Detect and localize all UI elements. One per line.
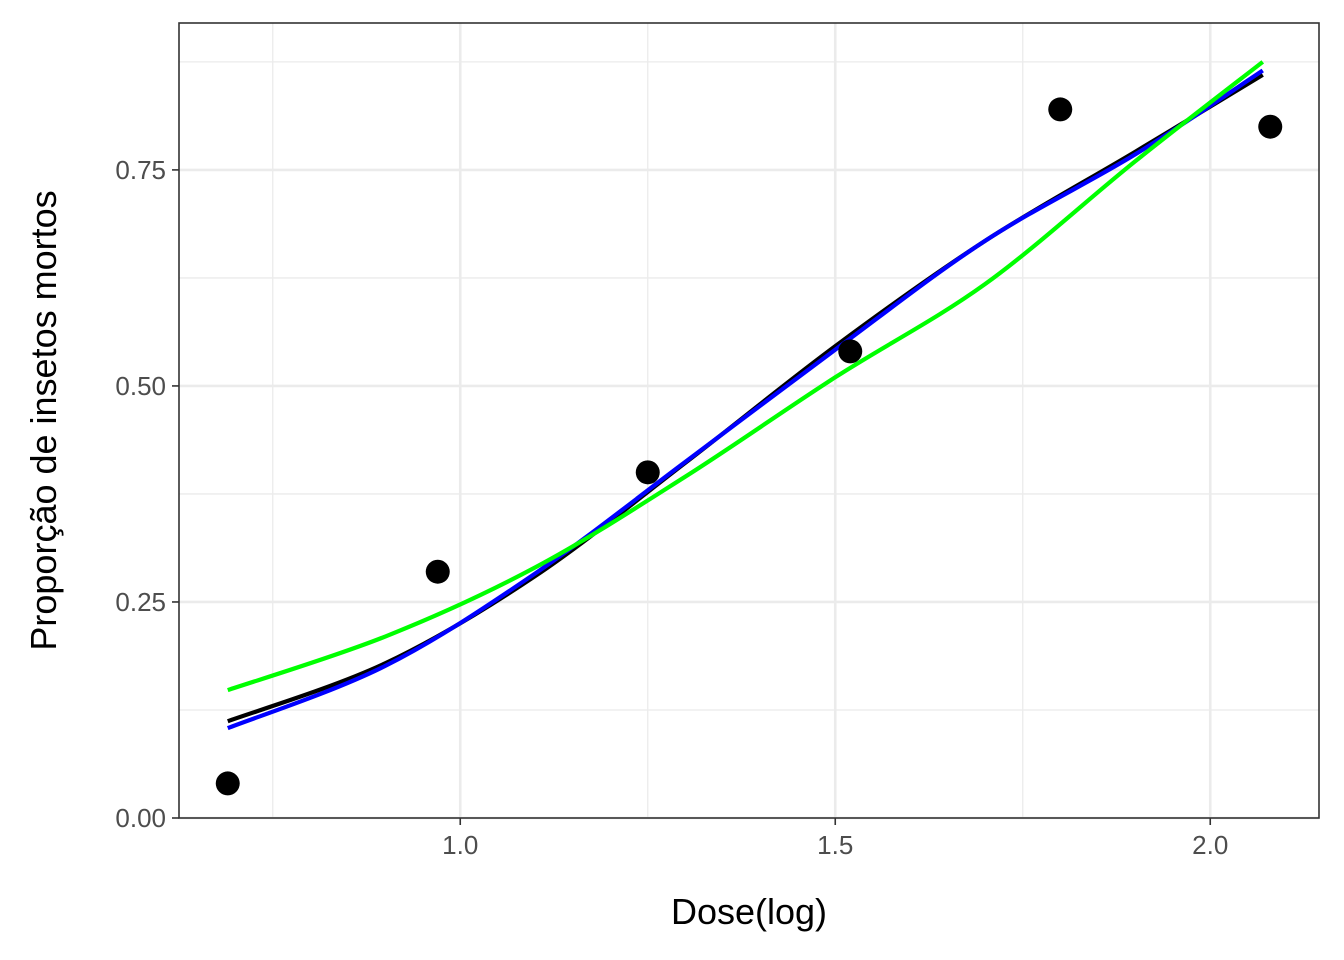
grid-minor	[179, 23, 1319, 818]
x-tick-label-0: 1.0	[442, 830, 478, 860]
y-tick-label-3: 0.75	[115, 155, 166, 185]
y-tick-label-2: 0.50	[115, 371, 166, 401]
data-point-4	[1048, 97, 1073, 122]
y-tick-label-1: 0.25	[115, 587, 166, 617]
data-point-5	[1258, 114, 1283, 139]
x-axis: 1.0 1.5 2.0	[442, 818, 1228, 860]
x-axis-title: Dose(log)	[671, 891, 827, 932]
x-tick-label-1: 1.5	[817, 830, 853, 860]
data-point-0	[215, 771, 240, 796]
y-tick-label-0: 0.00	[115, 803, 166, 833]
fitted-curves	[226, 60, 1265, 731]
data-point-3	[838, 339, 863, 364]
y-axis: 0.00 0.25 0.50 0.75	[115, 155, 179, 833]
data-point-1	[425, 559, 450, 584]
y-axis-title: Proporção de insetos mortos	[23, 190, 64, 650]
panel-border	[178, 22, 1320, 819]
x-tick-label-2: 2.0	[1192, 830, 1228, 860]
fitted-curve-2	[227, 60, 1265, 693]
fitted-curve-1	[226, 68, 1264, 731]
observed-points	[215, 97, 1283, 796]
data-point-2	[635, 460, 660, 485]
